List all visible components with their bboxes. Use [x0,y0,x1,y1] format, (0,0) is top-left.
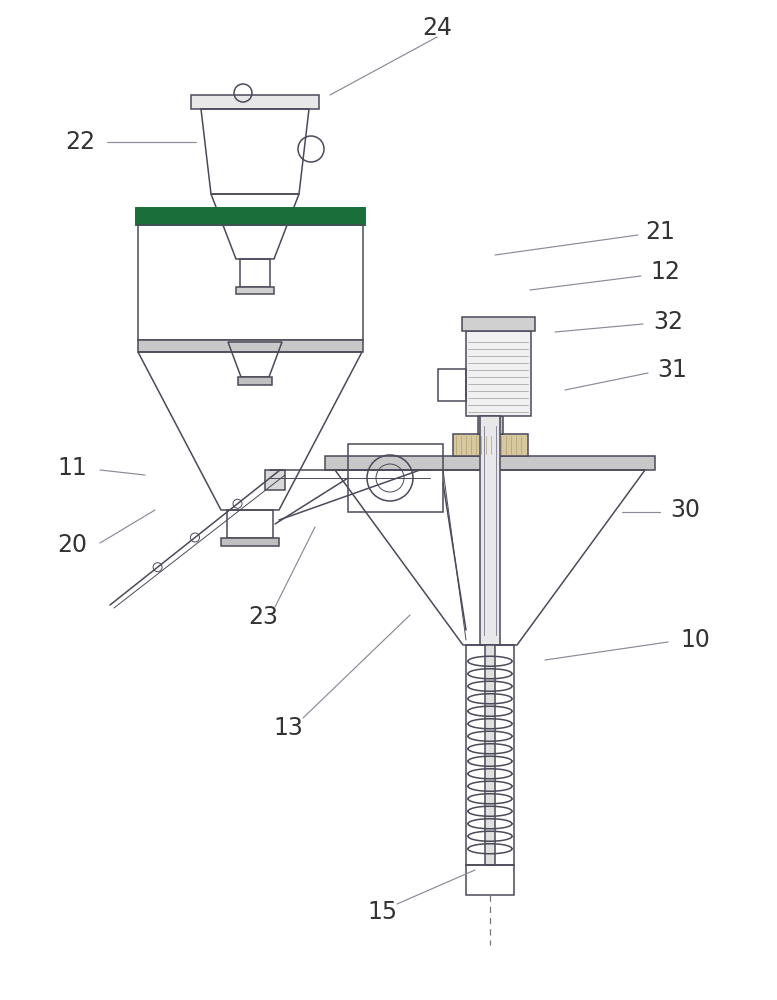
Bar [138,340,363,352]
Text: 24: 24 [422,16,452,40]
Text: 20: 20 [57,533,87,557]
Text: 31: 31 [657,358,687,382]
Bar [238,377,272,385]
Bar [227,510,273,538]
Text: 12: 12 [650,260,680,284]
Text: 13: 13 [273,716,303,740]
Bar [453,434,528,456]
Bar [462,317,535,331]
Bar [485,645,495,865]
Bar [466,865,514,895]
Bar [265,470,285,490]
Bar [236,287,274,294]
Bar [240,259,270,287]
Bar [221,538,279,546]
Text: 30: 30 [670,498,700,522]
Text: 21: 21 [645,220,675,244]
Bar [466,331,531,416]
Text: 22: 22 [65,130,95,154]
Text: 10: 10 [680,628,710,652]
Bar [478,416,503,434]
Bar [325,456,655,470]
Text: 15: 15 [368,900,398,924]
Text: 23: 23 [248,605,278,629]
Text: 11: 11 [57,456,87,480]
Text: 32: 32 [653,310,683,334]
Bar [438,369,466,401]
Bar [135,207,365,225]
Bar [480,416,500,645]
Bar [191,95,319,109]
Bar [466,645,514,865]
Bar [138,225,363,340]
Bar [348,444,443,512]
